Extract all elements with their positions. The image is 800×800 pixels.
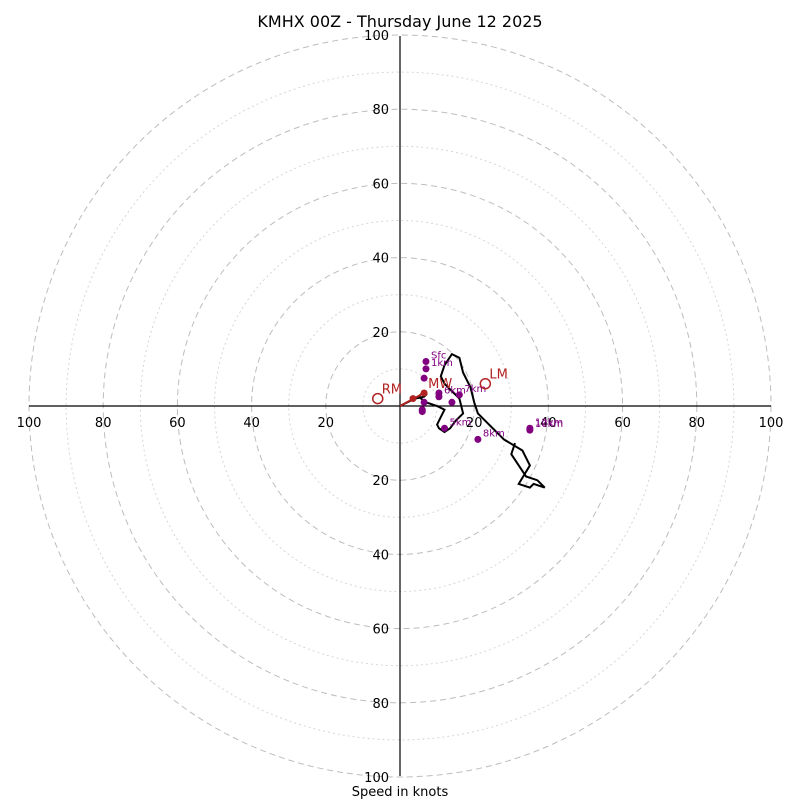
height-marker-point	[422, 365, 430, 373]
storm-motion-markers: RM LM MW	[371, 368, 508, 405]
x-tick-label: 20	[318, 416, 335, 431]
y-tick-label: 60	[372, 177, 389, 192]
y-tick-label: 60	[372, 623, 389, 638]
height-marker-point	[420, 374, 428, 382]
storm-motion-marker	[479, 377, 492, 390]
x-tick-label: 80	[689, 416, 706, 431]
storm-motion-label: LM	[489, 368, 507, 383]
height-marker-label: 7km	[464, 384, 486, 395]
x-tick-label: 80	[95, 416, 112, 431]
y-tick-label: 100	[364, 771, 389, 786]
height-marker-point	[441, 424, 449, 432]
y-tick-labels: 100 80 60 40 20 20 40 60 80 100	[364, 29, 389, 786]
chart-title: KMHX 00Z - Thursday June 12 2025	[257, 12, 542, 31]
x-tick-label: 40	[243, 416, 260, 431]
y-tick-label: 80	[372, 697, 389, 712]
storm-motion-marker	[420, 389, 428, 397]
height-marker-point	[420, 398, 428, 406]
x-tick-label: 60	[614, 416, 631, 431]
y-tick-label: 80	[372, 103, 389, 118]
height-marker-label: 10km	[535, 419, 563, 430]
height-marker-point	[455, 391, 463, 399]
height-marker-label: 6km	[444, 386, 466, 397]
height-marker-point	[448, 398, 456, 406]
y-tick-label: 40	[372, 252, 389, 267]
height-marker-label: 1km	[431, 358, 453, 369]
height-marker-point	[422, 357, 430, 365]
x-tick-label: 40	[540, 416, 557, 431]
height-marker-label: Sfc	[431, 350, 446, 361]
y-tick-label: 40	[372, 548, 389, 563]
x-tick-label: 100	[759, 416, 784, 431]
storm-motion-label: MW	[428, 377, 452, 392]
x-axis-label: Speed in knots	[352, 785, 449, 800]
height-marker-label: 5km	[450, 417, 472, 428]
y-tick-label: 20	[372, 474, 389, 489]
height-marker-point	[418, 408, 426, 416]
y-tick-label: 20	[372, 326, 389, 341]
height-marker-point	[526, 426, 534, 434]
storm-motion-marker	[371, 392, 384, 405]
x-tick-label: 100	[17, 416, 42, 431]
x-tick-labels: 100 80 60 40 20 20 40 60 80 100	[17, 416, 784, 431]
height-marker-point	[435, 389, 443, 397]
height-marker-label: 12km	[535, 417, 563, 428]
height-marker-label: 8km	[483, 428, 505, 439]
height-marker-point	[474, 435, 482, 443]
x-tick-label: 60	[169, 416, 186, 431]
y-tick-label: 100	[364, 29, 389, 44]
storm-motion-marker	[409, 395, 417, 403]
storm-motion-label: RM	[382, 383, 402, 398]
x-tick-label: 20	[466, 416, 483, 431]
